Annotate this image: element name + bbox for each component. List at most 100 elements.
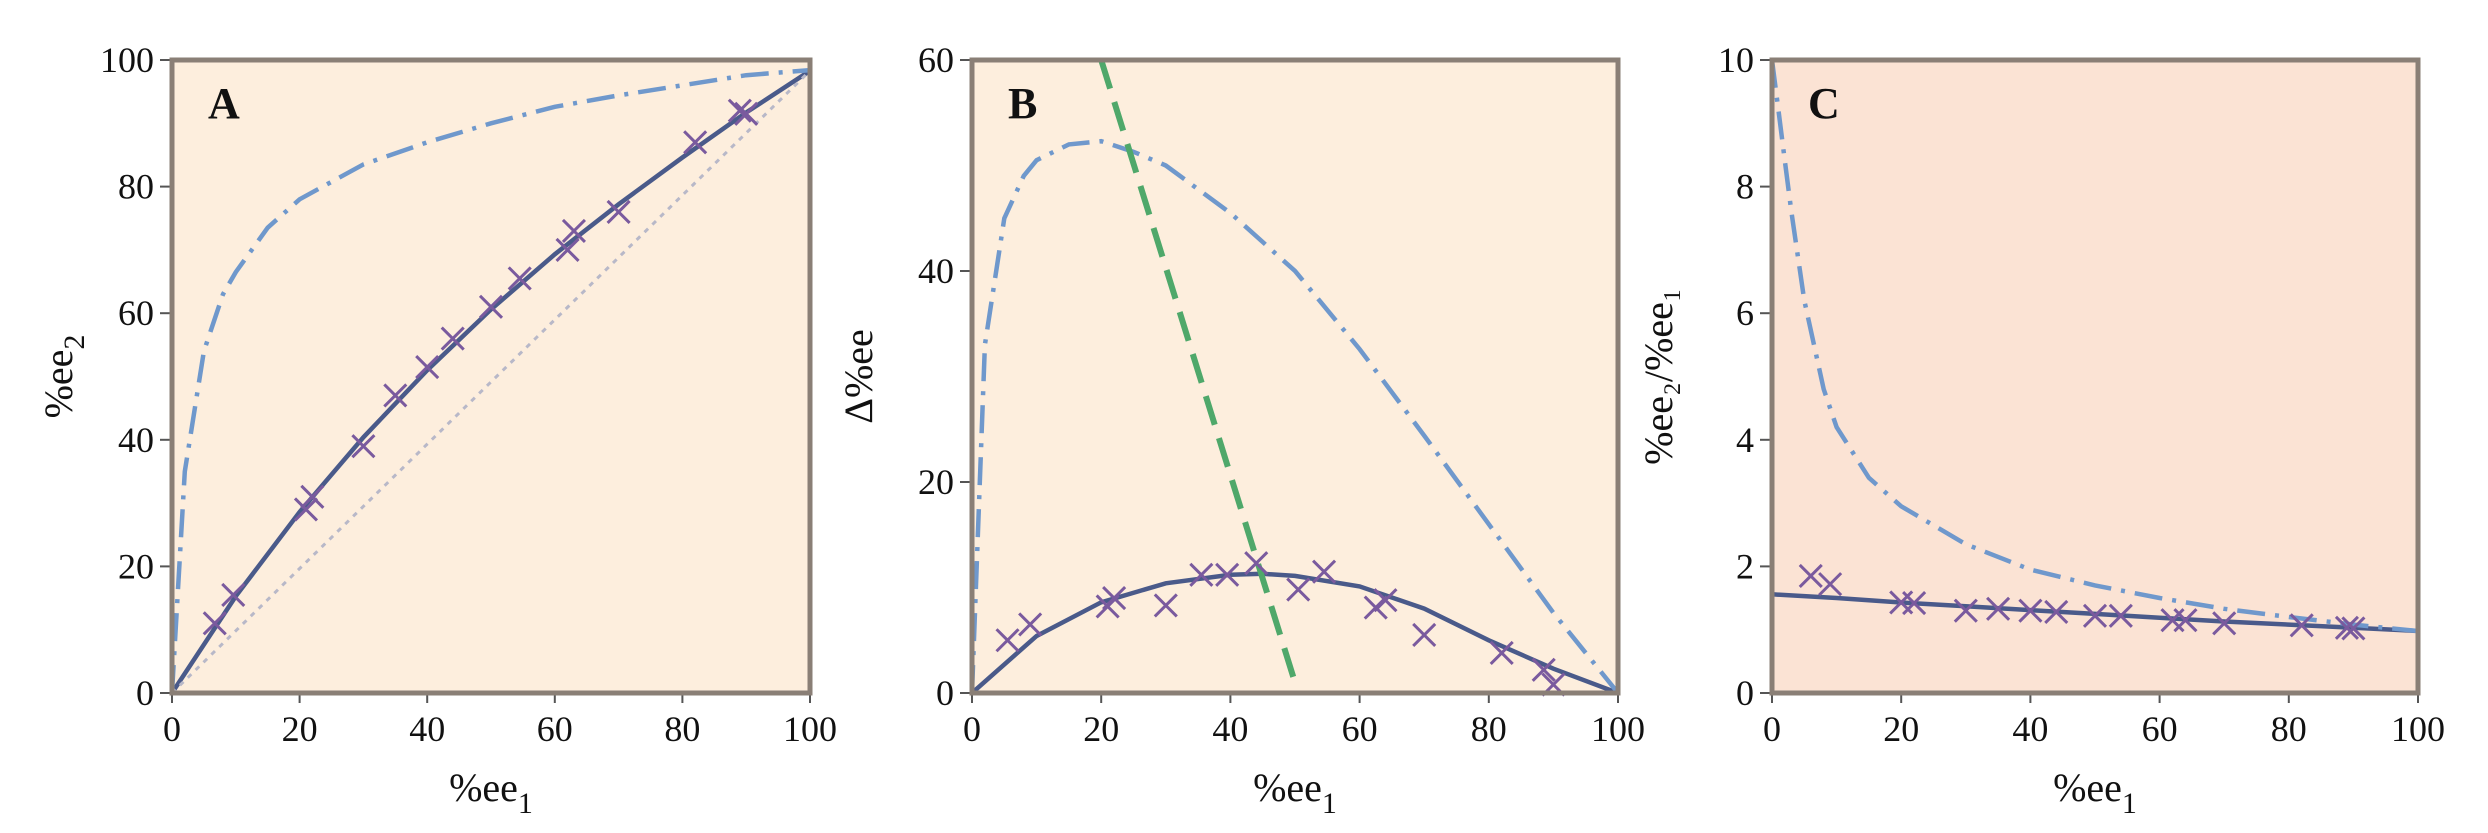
data-point bbox=[478, 294, 504, 319]
data-point bbox=[1189, 562, 1214, 587]
y-tick-label: 80 bbox=[118, 167, 154, 207]
x-tick-label: 60 bbox=[537, 709, 573, 749]
y-tick-label: 40 bbox=[118, 420, 154, 460]
series-line-dashdot bbox=[172, 67, 810, 693]
x-axis-label: %ee1 bbox=[449, 765, 533, 820]
data-point bbox=[1244, 551, 1269, 576]
x-tick-label: 80 bbox=[664, 709, 700, 749]
data-point bbox=[293, 497, 319, 522]
data-point bbox=[683, 130, 708, 155]
x-tick-label: 40 bbox=[1212, 709, 1248, 749]
series-line-dashdot bbox=[972, 138, 1618, 693]
data-point bbox=[555, 237, 580, 262]
y-axis-label: %ee₂/%ee₁ bbox=[1636, 288, 1681, 465]
y-tick-label: 0 bbox=[136, 673, 154, 713]
x-axis-label: %ee1 bbox=[1253, 765, 1337, 820]
y-tick-label: 8 bbox=[1736, 167, 1754, 207]
series-line-solid bbox=[172, 68, 810, 693]
y-tick-label: 4 bbox=[1736, 420, 1754, 460]
data-point bbox=[727, 98, 752, 123]
data-point bbox=[1412, 622, 1437, 648]
chart-panel-b: 0 20 40 60 0 20 40 60 80 100 B %ee1 Δ%ee bbox=[836, 40, 1645, 820]
data-point bbox=[415, 354, 440, 380]
data-point bbox=[2018, 598, 2043, 623]
data-point bbox=[2334, 615, 2360, 640]
data-point bbox=[2212, 611, 2237, 636]
data-point bbox=[561, 218, 587, 243]
data-point bbox=[2108, 603, 2133, 628]
x-tick-label: 60 bbox=[2142, 709, 2178, 749]
data-point bbox=[734, 101, 759, 126]
data-point bbox=[1018, 612, 1043, 637]
data-point bbox=[2173, 608, 2198, 633]
data-point bbox=[1286, 577, 1311, 602]
x-tick-label: 0 bbox=[963, 709, 981, 749]
data-point bbox=[1986, 596, 2011, 621]
y-tick-label: 40 bbox=[918, 251, 954, 291]
series-line-dashdot bbox=[1772, 60, 2418, 634]
y-axis-label: %ee2 bbox=[36, 335, 91, 419]
plot-area bbox=[172, 60, 810, 693]
data-point bbox=[1489, 640, 1514, 665]
plot-frame bbox=[169, 57, 813, 696]
data-point bbox=[1818, 572, 1843, 597]
chart-panel-a: 0 20 40 60 80 100 0 20 40 60 80 100 A %ee1 %ee2 bbox=[36, 40, 837, 820]
data-point bbox=[221, 582, 246, 607]
x-tick-label: 80 bbox=[1471, 709, 1507, 749]
x-tick-label: 40 bbox=[2012, 709, 2048, 749]
data-point bbox=[2289, 613, 2314, 638]
y-tick-label: 0 bbox=[1736, 673, 1754, 713]
y-tick-label: 60 bbox=[918, 40, 954, 80]
data-point bbox=[507, 266, 532, 291]
data-point bbox=[606, 199, 631, 224]
data-point bbox=[1363, 595, 1388, 620]
x-tick-label: 60 bbox=[1342, 709, 1378, 749]
x-tick-label: 100 bbox=[783, 709, 837, 749]
y-tick-label: 2 bbox=[1736, 546, 1754, 586]
data-point bbox=[1953, 598, 1978, 623]
series-line-solid bbox=[972, 571, 1618, 693]
y-tick-label: 60 bbox=[118, 293, 154, 333]
plot-area bbox=[972, 60, 1618, 693]
y-tick-label: 20 bbox=[918, 462, 954, 502]
y-tick-label: 0 bbox=[936, 673, 954, 713]
data-point bbox=[2044, 599, 2069, 625]
panel-label: A bbox=[208, 79, 240, 128]
y-tick-label: 10 bbox=[1718, 40, 1754, 80]
panel-label: C bbox=[1808, 79, 1840, 128]
data-point bbox=[1215, 562, 1240, 587]
data-point bbox=[995, 628, 1020, 653]
data-point bbox=[2341, 616, 2366, 641]
y-tick-label: 100 bbox=[100, 40, 154, 80]
panel-label: B bbox=[1008, 79, 1037, 128]
x-tick-label: 20 bbox=[282, 709, 318, 749]
data-point bbox=[440, 326, 465, 351]
x-tick-label: 0 bbox=[1763, 709, 1781, 749]
y-axis-label: Δ%ee bbox=[836, 329, 881, 424]
data-point bbox=[202, 611, 227, 636]
data-point bbox=[351, 434, 376, 459]
data-point bbox=[300, 484, 325, 509]
data-point bbox=[1798, 563, 1823, 588]
data-point bbox=[2082, 603, 2108, 628]
x-tick-label: 20 bbox=[1883, 709, 1919, 749]
y-tick-label: 6 bbox=[1736, 293, 1754, 333]
data-point bbox=[383, 383, 408, 408]
data-point bbox=[1312, 559, 1337, 584]
data-point bbox=[1153, 593, 1178, 618]
x-tick-label: 0 bbox=[163, 709, 181, 749]
data-point bbox=[1102, 585, 1127, 611]
x-tick-label: 80 bbox=[2271, 709, 2307, 749]
data-point bbox=[1902, 591, 1927, 616]
x-tick-label: 100 bbox=[1591, 709, 1645, 749]
x-axis-label: %ee1 bbox=[2053, 765, 2137, 820]
data-point bbox=[1531, 657, 1556, 682]
x-tick-label: 20 bbox=[1083, 709, 1119, 749]
plot-frame bbox=[969, 57, 1621, 696]
x-tick-label: 40 bbox=[409, 709, 445, 749]
x-tick-label: 100 bbox=[2391, 709, 2445, 749]
series-line-dashed bbox=[1098, 60, 1298, 684]
plot-frame bbox=[1769, 57, 2421, 696]
